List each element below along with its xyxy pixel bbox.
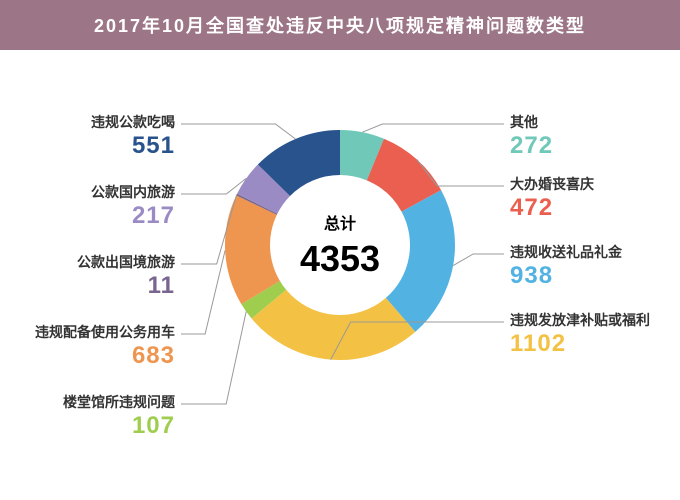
callout-value: 107: [63, 412, 175, 440]
leader-line: [453, 254, 504, 266]
donut-center: 总计 4353: [225, 130, 455, 360]
callout-value: 11: [77, 272, 175, 300]
callout-value: 683: [35, 342, 175, 370]
chart-callout: 其他272: [510, 112, 553, 160]
leader-line: [181, 250, 225, 334]
callout-label: 公款出国境旅游: [77, 252, 175, 272]
callout-label: 违规公款吃喝: [91, 112, 175, 132]
callout-value: 472: [510, 194, 594, 222]
chart-callout: 违规收送礼品礼金938: [510, 242, 622, 290]
callout-label: 违规收送礼品礼金: [510, 242, 622, 262]
donut-chart: 总计 4353 其他272 大办婚丧喜庆472 违规收送礼品礼金938 违规发放津补贴…: [0, 50, 680, 500]
callout-label: 违规发放津补贴或福利: [510, 310, 650, 330]
callout-value: 272: [510, 132, 553, 160]
callout-label: 违规配备使用公务用车: [35, 322, 175, 342]
title-text: 2017年10月全国查处违反中央八项规定精神问题数类型: [94, 16, 586, 36]
page-title: 2017年10月全国查处违反中央八项规定精神问题数类型: [0, 0, 680, 50]
callout-label: 大办婚丧喜庆: [510, 174, 594, 194]
chart-callout: 公款出国境旅游11: [77, 252, 175, 300]
chart-callout: 违规配备使用公务用车683: [35, 322, 175, 370]
callout-value: 1102: [510, 330, 650, 358]
callout-label: 楼堂馆所违规问题: [63, 392, 175, 412]
callout-value: 551: [91, 132, 175, 160]
chart-callout: 公款国内旅游217: [91, 182, 175, 230]
callout-value: 938: [510, 262, 622, 290]
chart-callout: 违规公款吃喝551: [91, 112, 175, 160]
callout-label: 其他: [510, 112, 553, 132]
callout-value: 217: [91, 202, 175, 230]
chart-callout: 楼堂馆所违规问题107: [63, 392, 175, 440]
center-value: 4353: [300, 238, 380, 280]
callout-label: 公款国内旅游: [91, 182, 175, 202]
chart-callout: 大办婚丧喜庆472: [510, 174, 594, 222]
center-label: 总计: [324, 210, 356, 234]
chart-callout: 违规发放津补贴或福利1102: [510, 310, 650, 358]
